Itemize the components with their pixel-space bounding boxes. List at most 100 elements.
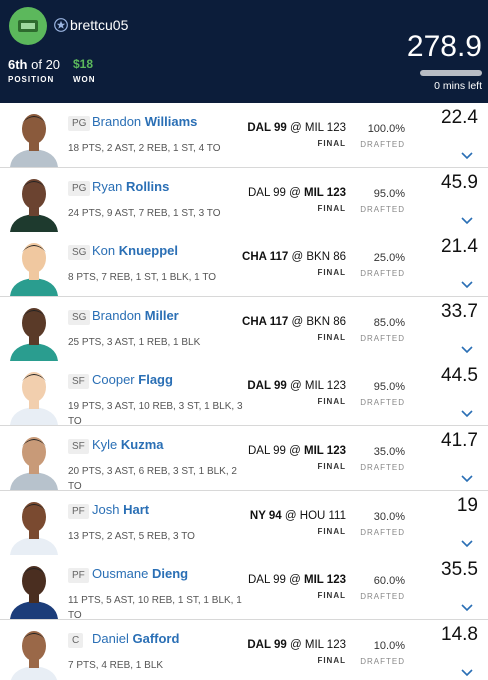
drafted-pct: 95.0% bbox=[373, 187, 405, 200]
first-name[interactable]: Daniel bbox=[92, 630, 129, 646]
position-total: of 20 bbox=[31, 57, 61, 72]
last-name[interactable]: Rollins bbox=[125, 178, 170, 194]
home-team: MIL 123 bbox=[304, 122, 346, 134]
at-sign: @ bbox=[291, 251, 304, 264]
player-row[interactable]: PG Ryan Rollins 24 PTS, 9 AST, 7 REB, 1 ST… bbox=[0, 167, 488, 233]
player-row[interactable]: PF Josh Hart 13 PTS, 2 AST, 5 REB, 3 TO NY … bbox=[0, 490, 488, 556]
drafted-label: DRAFTED bbox=[360, 140, 405, 149]
fantasy-points: 35.5 bbox=[441, 559, 478, 581]
expand-chevron[interactable] bbox=[460, 668, 474, 678]
avatar-logo[interactable] bbox=[8, 6, 48, 46]
game-score: DAL 99 @ MIL 123 bbox=[248, 187, 346, 199]
at-sign: @ bbox=[289, 380, 302, 393]
game-status: FINAL bbox=[317, 139, 346, 148]
last-name[interactable]: Kuzma bbox=[120, 437, 164, 452]
drafted-label: DRAFTED bbox=[360, 269, 405, 279]
stat-line: 7 PTS, 4 REB, 1 BLK bbox=[68, 659, 164, 671]
player-name[interactable]: Cooper Flagg bbox=[92, 372, 173, 387]
player-name[interactable]: Kon Knueppel bbox=[92, 243, 178, 258]
first-name[interactable]: Kon bbox=[92, 243, 116, 259]
fantasy-points: 44.5 bbox=[441, 365, 478, 387]
drafted-label: DRAFTED bbox=[360, 463, 405, 472]
position-badge: SG bbox=[68, 245, 91, 261]
player-name[interactable]: Kyle Kuzma bbox=[92, 437, 164, 452]
game-status: FINAL bbox=[317, 203, 346, 213]
drafted-label: DRAFTED bbox=[360, 204, 405, 214]
first-name[interactable]: Kyle bbox=[92, 437, 118, 452]
game-status: FINAL bbox=[317, 526, 346, 536]
game-status: FINAL bbox=[317, 268, 346, 278]
fantasy-points: 22.4 bbox=[441, 107, 478, 128]
player-name[interactable]: Ryan Rollins bbox=[92, 179, 169, 194]
drafted-pct: 25.0% bbox=[373, 252, 405, 265]
player-name[interactable]: Ousmane Dieng bbox=[92, 566, 188, 581]
last-name[interactable]: Knueppel bbox=[118, 243, 178, 259]
drafted-pct: 35.0% bbox=[373, 446, 405, 458]
player-row[interactable]: SG Brandon Miller 25 PTS, 3 AST, 1 REB, 1 … bbox=[0, 296, 488, 362]
last-name[interactable]: Miller bbox=[144, 307, 179, 323]
player-row[interactable]: PG Brandon Williams 18 PTS, 2 AST, 2 REB, … bbox=[0, 103, 488, 168]
winnings-label: WON bbox=[73, 75, 96, 84]
stat-line: 11 PTS, 5 AST, 10 REB, 1 ST, 1 BLK, 1 TO bbox=[68, 595, 242, 622]
at-sign: @ bbox=[289, 122, 302, 134]
home-team: MIL 123 bbox=[304, 380, 346, 393]
last-name[interactable]: Gafford bbox=[132, 630, 180, 646]
home-team: BKN 86 bbox=[306, 251, 346, 264]
game-score: CHA 117 @ BKN 86 bbox=[242, 251, 346, 263]
first-name[interactable]: Ryan bbox=[92, 178, 123, 194]
expand-chevron[interactable] bbox=[460, 539, 474, 549]
game-score: NY 94 @ HOU 111 bbox=[250, 510, 346, 522]
game-score: DAL 99 @ MIL 123 bbox=[248, 574, 346, 586]
position-badge: PG bbox=[68, 116, 91, 131]
away-team: NY 94 bbox=[249, 509, 282, 522]
stat-line: 20 PTS, 3 AST, 6 REB, 3 ST, 1 BLK, 2 TO bbox=[68, 466, 237, 492]
first-name[interactable]: Brandon bbox=[92, 114, 142, 129]
player-row[interactable]: SF Cooper Flagg 19 PTS, 3 AST, 10 REB, 3 S… bbox=[0, 361, 488, 427]
expand-chevron[interactable] bbox=[460, 474, 474, 484]
position-badge: PF bbox=[68, 503, 89, 519]
expand-chevron[interactable] bbox=[460, 345, 474, 355]
position-badge: PF bbox=[68, 568, 89, 584]
at-sign: @ bbox=[289, 638, 302, 651]
first-name[interactable]: Ousmane bbox=[92, 566, 149, 582]
last-name[interactable]: Hart bbox=[123, 501, 150, 517]
drafted-pct: 100.0% bbox=[367, 123, 405, 135]
first-name[interactable]: Cooper bbox=[92, 372, 135, 388]
player-row[interactable]: SF Kyle Kuzma 20 PTS, 3 AST, 6 REB, 3 ST, … bbox=[0, 426, 488, 492]
fantasy-points: 14.8 bbox=[441, 623, 478, 645]
player-photo bbox=[10, 372, 58, 426]
drafted-pct: 10.0% bbox=[373, 639, 405, 652]
player-row[interactable]: PF Ousmane Dieng 11 PTS, 5 AST, 10 REB, 1 … bbox=[0, 555, 488, 622]
player-name[interactable]: Brandon Miller bbox=[92, 308, 179, 323]
first-name[interactable]: Josh bbox=[92, 501, 120, 517]
fantasy-points: 45.9 bbox=[441, 171, 478, 193]
expand-chevron[interactable] bbox=[460, 280, 474, 290]
home-team: MIL 123 bbox=[304, 186, 346, 199]
home-team: HOU 111 bbox=[299, 509, 346, 522]
away-team: DAL 99 bbox=[247, 574, 286, 587]
expand-chevron[interactable] bbox=[460, 409, 474, 419]
first-name[interactable]: Brandon bbox=[92, 307, 142, 323]
player-name[interactable]: Daniel Gafford bbox=[92, 631, 179, 646]
player-row[interactable]: SG Kon Knueppel 8 PTS, 7 REB, 1 ST, 1 BLK,… bbox=[0, 232, 488, 298]
last-name[interactable]: Flagg bbox=[138, 372, 173, 388]
player-name[interactable]: Brandon Williams bbox=[92, 114, 197, 129]
player-name[interactable]: Josh Hart bbox=[92, 502, 149, 517]
last-name[interactable]: Dieng bbox=[152, 566, 189, 582]
player-row[interactable]: C Daniel Gafford 7 PTS, 4 REB, 1 BLK DAL 99… bbox=[0, 619, 488, 680]
time-left: 0 mins left bbox=[434, 80, 482, 92]
expand-chevron[interactable] bbox=[460, 216, 474, 226]
away-team: DAL 99 bbox=[247, 380, 287, 393]
progress-bar bbox=[420, 70, 482, 76]
header: brettcu05 6th of 20 POSITION $18 WON 278… bbox=[0, 0, 488, 103]
expand-chevron[interactable] bbox=[460, 151, 474, 161]
drafted-label: DRAFTED bbox=[360, 333, 405, 343]
expand-chevron[interactable] bbox=[460, 603, 474, 613]
username[interactable]: brettcu05 bbox=[70, 17, 129, 33]
game-score: DAL 99 @ MIL 123 bbox=[248, 445, 346, 457]
away-team: DAL 99 bbox=[247, 638, 287, 651]
stat-line: 8 PTS, 7 REB, 1 ST, 1 BLK, 1 TO bbox=[68, 272, 217, 284]
position-badge: SF bbox=[68, 374, 89, 390]
last-name[interactable]: Williams bbox=[144, 114, 198, 129]
score: 278.9 bbox=[406, 30, 482, 63]
